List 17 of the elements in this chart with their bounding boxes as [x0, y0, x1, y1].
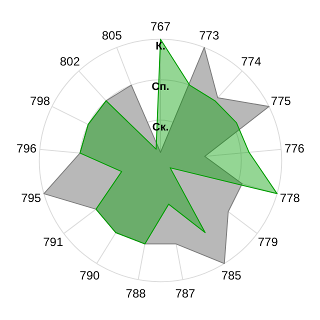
spoke-label: 778 [280, 190, 300, 205]
spoke-label: 790 [80, 268, 100, 282]
spoke-label: 802 [60, 54, 80, 69]
spoke-label: 787 [175, 286, 196, 300]
spoke-label: 767 [150, 19, 171, 34]
spoke-label: 773 [199, 28, 220, 43]
spoke-label: 791 [43, 235, 64, 250]
spoke-label: 805 [102, 28, 122, 43]
spoke-label: 796 [16, 142, 37, 156]
spoke-label: 775 [270, 94, 292, 108]
spoke-label: 795 [21, 190, 42, 205]
spoke-label: 776 [284, 142, 305, 156]
spoke-label: 779 [258, 235, 278, 250]
spoke-label: 774 [241, 54, 262, 69]
spoke-label: 788 [126, 286, 146, 300]
spoke-label: 798 [30, 94, 50, 108]
spoke-label: 785 [221, 268, 242, 282]
